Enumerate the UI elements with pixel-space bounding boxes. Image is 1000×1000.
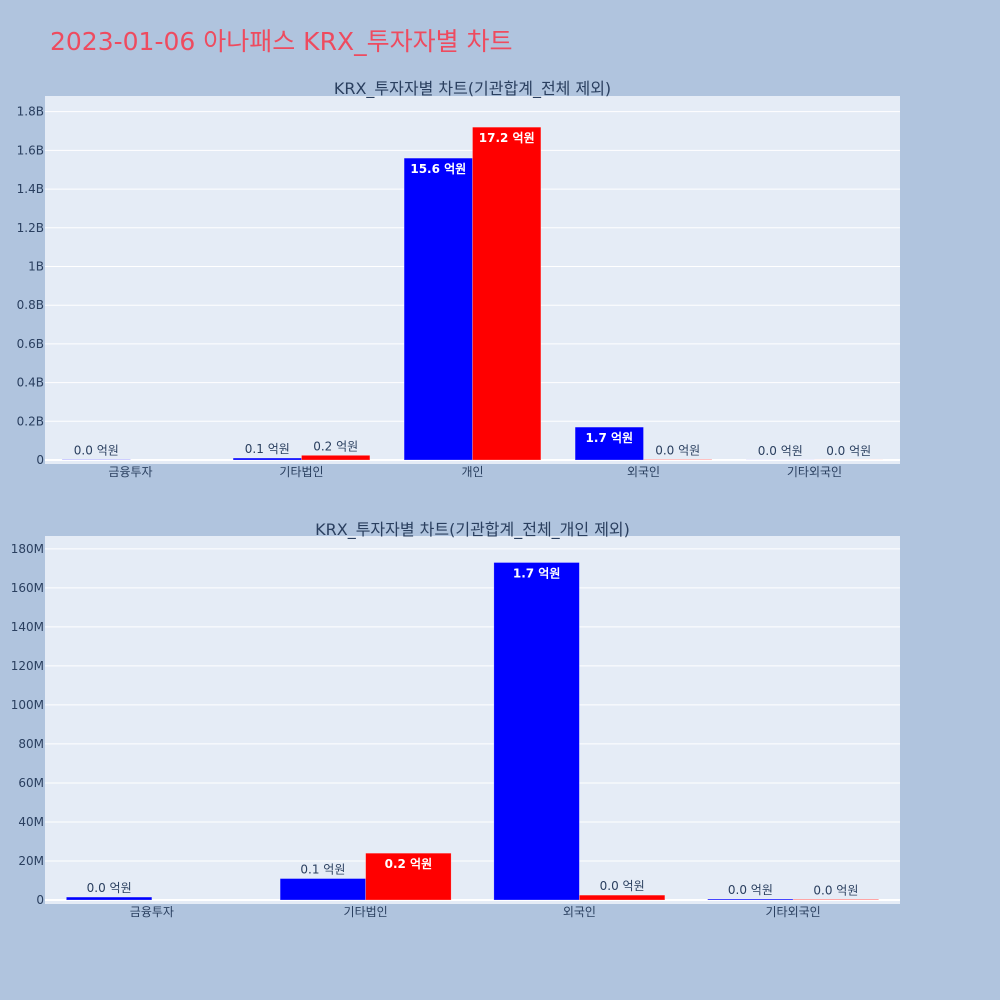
data-label: 17.2 억원: [479, 131, 535, 145]
plot-area: [45, 536, 900, 904]
data-label: 1.7 억원: [586, 431, 634, 445]
data-label: 0.1 억원: [300, 863, 345, 877]
y-tick-label: 0.8B: [17, 298, 44, 312]
chart-title: KRX_투자자별 차트(기관합계_전체_개인 제외): [315, 520, 630, 540]
y-tick-label: 0.2B: [17, 414, 44, 428]
bar: [493, 562, 580, 901]
bar: [792, 899, 879, 901]
y-tick-label: 1.6B: [17, 143, 44, 157]
data-label: 0.0 억원: [74, 444, 119, 458]
data-label: 0.2 억원: [385, 857, 433, 871]
y-tick-label: 0: [36, 893, 44, 907]
data-label: 0.0 억원: [758, 444, 803, 458]
bar: [232, 457, 302, 461]
bar: [403, 157, 473, 461]
y-tick-label: 0.6B: [17, 337, 44, 351]
y-tick-label: 1B: [28, 259, 44, 273]
x-tick-label: 기타외국인: [787, 465, 842, 479]
x-tick-label: 기타외국인: [766, 905, 821, 919]
data-label: 0.0 억원: [826, 444, 871, 458]
data-label: 0.0 억원: [87, 881, 132, 895]
data-label: 0.2 억원: [313, 439, 358, 453]
x-tick-label: 개인: [461, 465, 483, 479]
y-tick-label: 1.2B: [17, 221, 44, 235]
data-label: 0.0 억원: [728, 883, 773, 897]
y-tick-label: 180M: [11, 542, 44, 556]
y-tick-label: 20M: [18, 854, 44, 868]
bar: [301, 455, 371, 461]
y-tick-label: 0: [36, 453, 44, 467]
y-tick-label: 1.4B: [17, 182, 44, 196]
bar: [707, 898, 794, 901]
x-tick-label: 외국인: [627, 465, 660, 479]
bar: [279, 878, 366, 901]
y-tick-label: 100M: [11, 698, 44, 712]
y-tick-label: 1.8B: [17, 105, 44, 119]
x-tick-label: 기타법인: [344, 905, 388, 919]
y-tick-label: 120M: [11, 659, 44, 673]
page-title: 2023-01-06 아나패스 KRX_투자자별 차트: [50, 27, 513, 56]
data-label: 0.0 억원: [655, 444, 700, 458]
x-tick-label: 금융투자: [130, 905, 174, 919]
y-tick-label: 0.4B: [17, 376, 44, 390]
chart-title: KRX_투자자별 차트(기관합계_전체 제외): [334, 79, 611, 99]
data-label: 0.0 억원: [600, 879, 645, 893]
data-label: 0.0 억원: [813, 883, 858, 897]
bar: [66, 896, 153, 901]
y-tick-label: 160M: [11, 581, 44, 595]
bar: [574, 426, 644, 461]
x-tick-label: 기타법인: [279, 465, 323, 479]
y-tick-label: 80M: [18, 737, 44, 751]
data-label: 15.6 억원: [410, 162, 466, 176]
bar: [579, 894, 666, 901]
x-tick-label: 금융투자: [108, 465, 152, 479]
x-tick-label: 외국인: [563, 905, 596, 919]
bar: [472, 126, 542, 461]
data-label: 1.7 억원: [513, 567, 561, 581]
y-tick-label: 140M: [11, 620, 44, 634]
y-tick-label: 40M: [18, 815, 44, 829]
y-tick-label: 60M: [18, 776, 44, 790]
bar: [365, 852, 452, 901]
data-label: 0.1 억원: [245, 442, 290, 456]
